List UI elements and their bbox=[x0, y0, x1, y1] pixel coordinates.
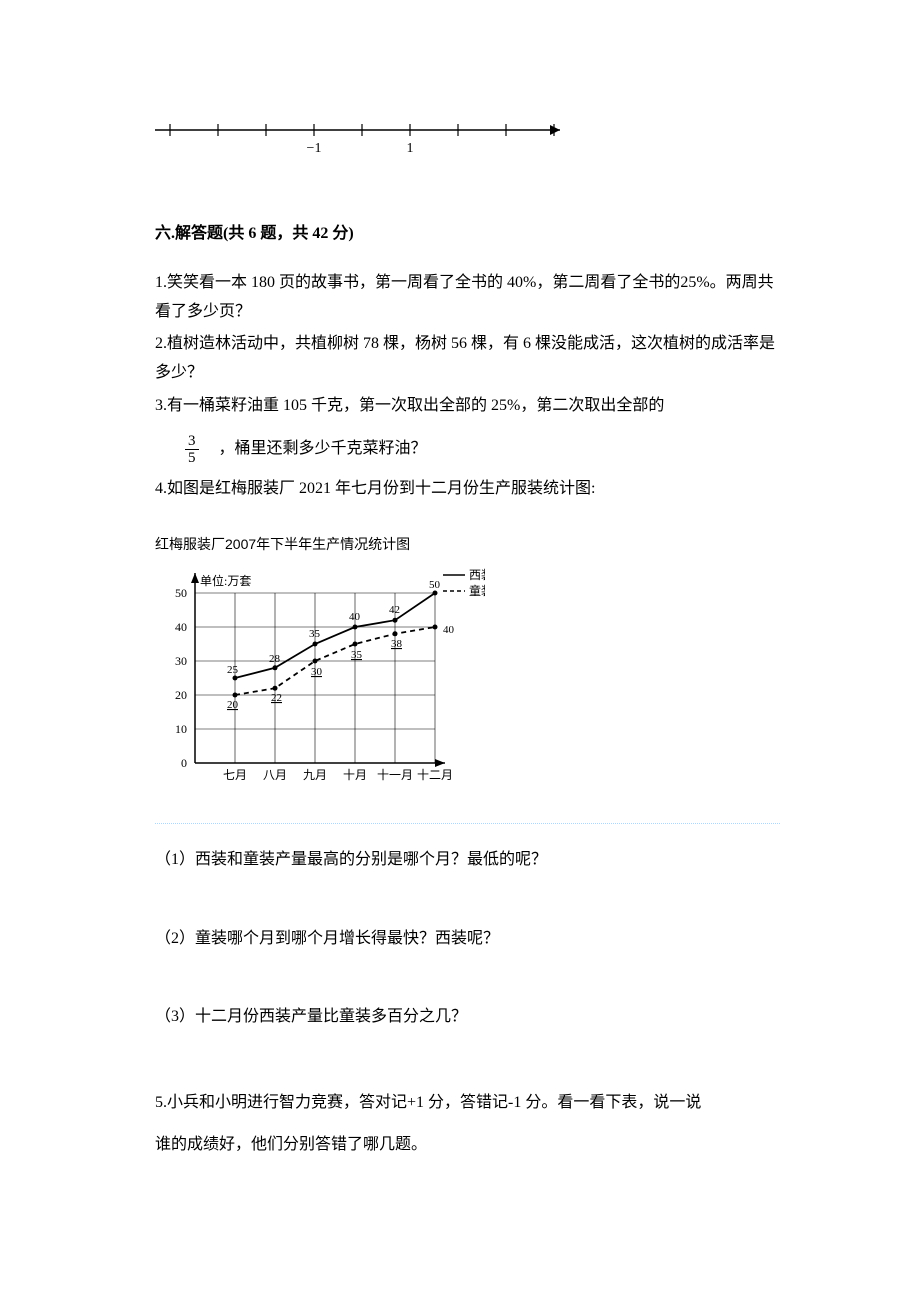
suit-pt-1 bbox=[273, 665, 278, 670]
suit-lbl-5: 50 bbox=[429, 579, 441, 591]
xtick-11: 十一月 bbox=[377, 768, 413, 782]
line-chart: 0 10 20 30 40 50 单位:万套 七月 八月 九月 十月 十一月 十… bbox=[155, 563, 485, 793]
suit-pt-5 bbox=[433, 590, 438, 595]
chart-title: 红梅服装厂2007年下半年生产情况统计图 bbox=[155, 532, 780, 557]
section-6-title: 六.解答题(共 6 题，共 42 分) bbox=[155, 220, 780, 249]
child-pt-3 bbox=[353, 641, 358, 646]
suit-lbl-3: 40 bbox=[349, 611, 361, 623]
suit-lbl-4: 42 bbox=[389, 604, 400, 616]
y-axis-label: 单位:万套 bbox=[200, 573, 251, 588]
question-4-3: （3）十二月份西装产量比童装多百分之几？ bbox=[155, 1003, 780, 1032]
fraction-num: 3 bbox=[185, 433, 199, 451]
xtick-8: 八月 bbox=[263, 768, 287, 782]
child-pt-1 bbox=[273, 685, 278, 690]
question-4-2: （2）童装哪个月到哪个月增长得最快？西装呢？ bbox=[155, 925, 780, 954]
suit-pt-4 bbox=[393, 617, 398, 622]
child-lbl-5: 40 bbox=[443, 624, 455, 636]
number-line: −1 1 bbox=[150, 110, 580, 170]
suit-lbl-2: 35 bbox=[309, 628, 321, 640]
suit-lbl-1: 28 bbox=[269, 653, 281, 665]
suit-pt-3 bbox=[353, 624, 358, 629]
xtick-7: 七月 bbox=[223, 768, 247, 782]
number-line-neg1: −1 bbox=[307, 141, 322, 156]
suit-pt-0 bbox=[233, 675, 238, 680]
number-line-1: 1 bbox=[407, 141, 414, 156]
question-4-1: （1）西装和童装产量最高的分别是哪个月？最低的呢？ bbox=[155, 846, 780, 875]
suit-pt-2 bbox=[313, 641, 318, 646]
ytick-0: 0 bbox=[181, 756, 187, 770]
ytick-20: 20 bbox=[175, 688, 187, 702]
child-pt-0 bbox=[233, 692, 238, 697]
legend-suit: 西装 bbox=[469, 568, 485, 582]
fraction-3-5: 3 5 bbox=[185, 433, 199, 467]
child-lbl-4: 38 bbox=[391, 638, 403, 650]
question-2: 2.植树造林活动中，共植柳树 78 棵，杨树 56 棵，有 6 棵没能成活，这次… bbox=[155, 330, 780, 388]
child-lbl-1: 22 bbox=[271, 692, 282, 704]
suit-line bbox=[235, 593, 435, 678]
child-lbl-0: 20 bbox=[227, 699, 239, 711]
child-lbl-2: 30 bbox=[311, 666, 323, 678]
question-3-part2: 3 5 ，桶里还剩多少千克菜籽油？ bbox=[185, 433, 780, 467]
question-5-line1: 5.小兵和小明进行智力竞赛，答对记+1 分，答错记-1 分。看一看下表，说一说 bbox=[155, 1094, 701, 1111]
xtick-9: 九月 bbox=[303, 768, 327, 782]
child-pt-5 bbox=[433, 624, 438, 629]
question-3-after: ，桶里还剩多少千克菜籽油？ bbox=[219, 435, 427, 464]
ytick-50: 50 bbox=[175, 586, 187, 600]
question-1: 1.笑笑看一本 180 页的故事书，第一周看了全书的 40%，第二周看了全书的2… bbox=[155, 269, 780, 327]
ytick-10: 10 bbox=[175, 722, 187, 736]
question-3-part1: 3.有一桶菜籽油重 105 千克，第一次取出全部的 25%，第二次取出全部的 bbox=[155, 392, 780, 421]
legend-child: 童装 bbox=[469, 583, 485, 598]
xtick-10: 十月 bbox=[343, 768, 367, 782]
xtick-12: 十二月 bbox=[417, 768, 453, 782]
child-lbl-3: 35 bbox=[351, 649, 363, 661]
ytick-30: 30 bbox=[175, 654, 187, 668]
child-pt-4 bbox=[393, 631, 398, 636]
ytick-40: 40 bbox=[175, 620, 187, 634]
question-4-intro: 4.如图是红梅服装厂 2021 年七月份到十二月份生产服装统计图: bbox=[155, 475, 780, 504]
question-5: 5.小兵和小明进行智力竞赛，答对记+1 分，答错记-1 分。看一看下表，说一说 … bbox=[155, 1082, 780, 1165]
fraction-den: 5 bbox=[185, 450, 199, 467]
suit-lbl-0: 25 bbox=[227, 664, 239, 676]
question-5-line2: 谁的成绩好，他们分别答错了哪几题。 bbox=[155, 1136, 427, 1153]
divider-line bbox=[155, 823, 780, 824]
child-pt-2 bbox=[313, 658, 318, 663]
